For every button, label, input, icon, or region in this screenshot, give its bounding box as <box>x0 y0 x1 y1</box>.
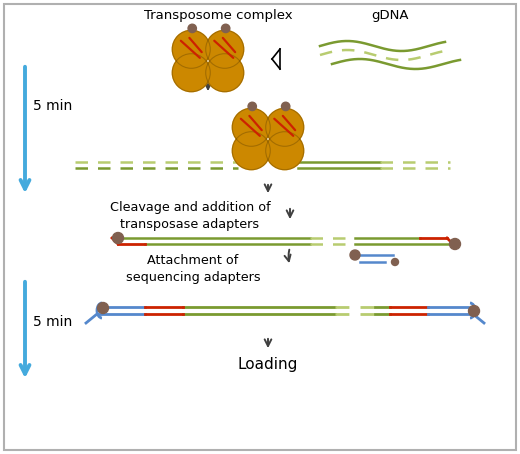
FancyBboxPatch shape <box>4 4 516 450</box>
Circle shape <box>392 258 398 266</box>
Circle shape <box>281 102 290 111</box>
Circle shape <box>98 302 109 314</box>
Text: Cleavage and addition of
transposase adapters: Cleavage and addition of transposase ada… <box>110 201 270 231</box>
Circle shape <box>232 109 270 146</box>
Circle shape <box>172 54 210 92</box>
Circle shape <box>222 24 230 33</box>
Circle shape <box>350 250 360 260</box>
Text: gDNA: gDNA <box>371 10 409 23</box>
Text: Attachment of
sequencing adapters: Attachment of sequencing adapters <box>126 254 261 284</box>
Circle shape <box>206 54 244 92</box>
Circle shape <box>449 238 461 250</box>
Circle shape <box>206 30 244 68</box>
Text: 5 min: 5 min <box>33 315 73 329</box>
Circle shape <box>266 109 304 146</box>
Text: 5 min: 5 min <box>33 99 73 113</box>
Text: Transposome complex: Transposome complex <box>144 10 292 23</box>
Circle shape <box>266 132 304 170</box>
Circle shape <box>112 232 124 243</box>
Circle shape <box>469 306 479 316</box>
Text: Loading: Loading <box>238 356 298 371</box>
Circle shape <box>172 30 210 68</box>
Circle shape <box>232 132 270 170</box>
Circle shape <box>248 102 256 111</box>
Circle shape <box>188 24 197 33</box>
